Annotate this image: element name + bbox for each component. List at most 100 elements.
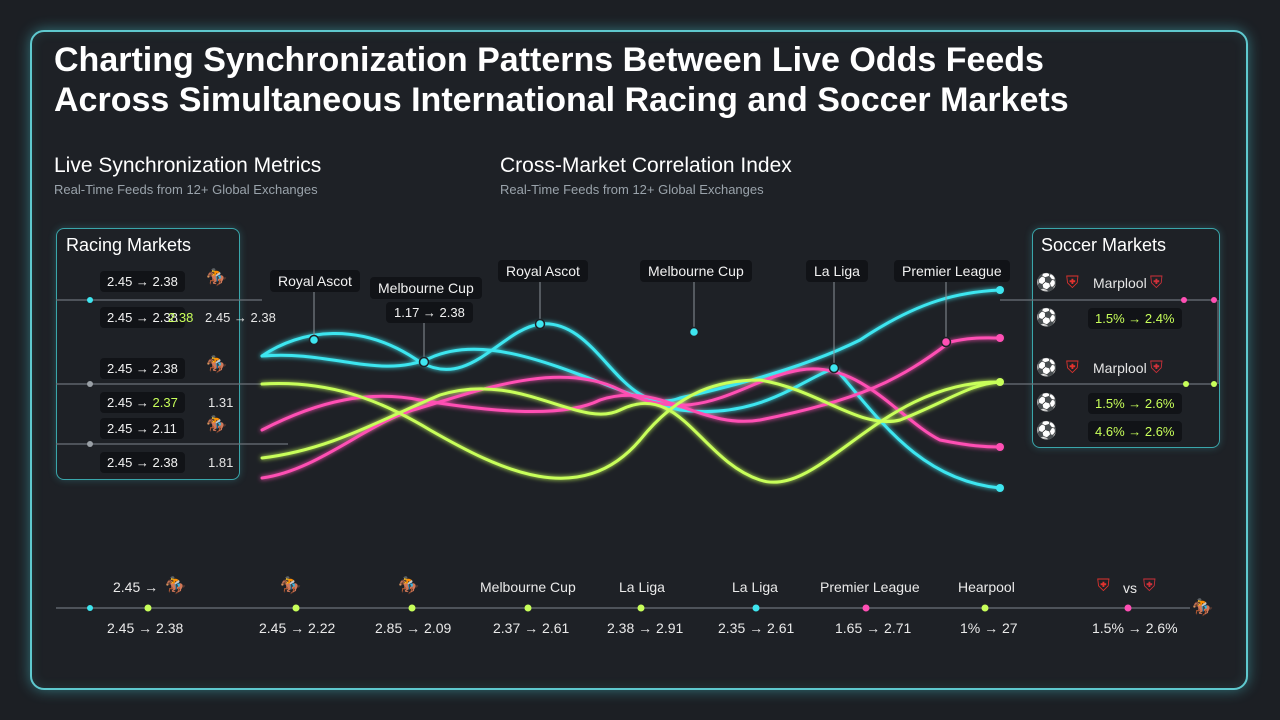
timeline-dot [87,605,93,611]
racing-row-5-odds: 2.45 → 2.11 [100,418,184,439]
guide-dot [87,441,93,447]
series-line [260,378,1002,480]
point-label: Royal Ascot [498,260,588,282]
callout-point [308,334,320,346]
timeline-dot [752,604,760,612]
timeline-value: 2.45 → 2.22 [259,620,336,636]
timeline-label: La Liga [732,579,778,595]
right-section-title: Cross-Market Correlation Index [500,154,792,177]
callout-point [940,336,952,348]
callout-point [828,362,840,374]
guide-dot [87,381,93,387]
timeline-value: 2.45 → 2.38 [107,620,184,636]
timeline-label: 2.45 → [113,579,159,595]
callout-point [688,326,700,338]
horse-icon: 🏇 [206,355,228,374]
timeline-label: Melbourne Cup [480,579,576,595]
timeline-value: 2.35 → 2.61 [718,620,795,636]
racing-row-6-odds: 2.45 → 2.38 [100,452,185,473]
horse-icon: 🏇 [1192,598,1214,617]
main-frame [30,30,1248,690]
club-crest-icon: ⛨ [1097,576,1110,595]
club-crest-icon: ⛨ [1066,273,1079,292]
timeline-dot [292,604,300,612]
soccer-row-5-value: 4.6% → 2.6% [1088,421,1182,442]
timeline-dot [981,604,989,612]
ball-icon: ⚽ [1036,308,1058,327]
club-crest-icon: ⛨ [1150,273,1163,292]
callout-point [534,318,546,330]
soccer-row-3-team: Marplool [1093,360,1147,376]
racing-row-2-odds: 2.45 → 2.38 [100,307,185,328]
series-end-point [996,334,1004,342]
series-line [260,380,1002,484]
guide-dot [1181,297,1187,303]
timeline-label: vs [1123,580,1137,596]
series-line [260,288,1002,403]
point-label: Royal Ascot [270,270,360,292]
ball-icon: ⚽ [1036,358,1058,377]
right-section-subtitle: Real-Time Feeds from 12+ Global Exchange… [500,182,764,197]
series-end-point [996,443,1004,451]
series-end-point [996,378,1004,386]
series-end-point [996,286,1004,294]
soccer-row-4-value: 1.5% → 2.6% [1088,393,1182,414]
left-section-title: Live Synchronization Metrics [54,154,322,177]
club-crest-icon: ⛨ [1150,358,1163,377]
series-end-point [996,484,1004,492]
racing-panel-title: Racing Markets [66,235,192,255]
timeline-value: 1.5% → 2.6% [1092,620,1178,636]
timeline-dot [408,604,416,612]
page-title: Charting Synchronization Patterns Betwee… [54,41,1069,119]
timeline-dot [637,604,645,612]
soccer-row-1-team: Marplool [1093,275,1147,291]
racing-row-2-green: 2.38 [168,310,194,325]
horse-icon: 🏇 [280,576,302,595]
club-crest-icon: ⛨ [1066,358,1079,377]
timeline-value: 2.85 → 2.09 [375,620,452,636]
series-line [260,336,1002,432]
timeline-value: 1.65 → 2.71 [835,620,912,636]
racing-row-6-extra: 1.81 [208,455,234,470]
timeline-dot [144,604,152,612]
guide-dot [1211,297,1217,303]
soccer-panel-title: Soccer Markets [1041,235,1167,255]
point-label: Premier League [894,260,1010,282]
timeline-label: Premier League [820,579,920,595]
racing-row-2-extra: 2.45 → 2.38 [205,310,276,325]
horse-icon: 🏇 [206,415,228,434]
horse-icon: 🏇 [206,268,228,287]
timeline-dot [524,604,532,612]
point-label: Melbourne Cup [370,277,482,299]
point-label-value: 1.17 → 2.38 [386,302,473,323]
soccer-row-2-value: 1.5% → 2.4% [1088,308,1182,329]
callout-point [418,356,430,368]
point-label: Melbourne Cup [640,260,752,282]
racing-row-4-extra: 1.31 [208,395,234,410]
horse-icon: 🏇 [398,576,420,595]
timeline-label: Hearpool [958,579,1015,595]
guide-dot [1183,381,1189,387]
timeline-value: 1% → 27 [960,620,1018,636]
racing-markets-panel [56,228,240,480]
racing-row-4-odds: 2.45 → 2.37 [100,392,185,413]
racing-row-3-odds: 2.45 → 2.38 [100,358,185,379]
ball-icon: ⚽ [1036,393,1058,412]
timeline-dot [1124,604,1132,612]
ball-icon: ⚽ [1036,273,1058,292]
club-crest-icon: ⛨ [1143,576,1156,595]
timeline-value: 2.37 → 2.61 [493,620,570,636]
timeline-label: La Liga [619,579,665,595]
soccer-markets-panel [1032,228,1220,448]
guide-dot [1211,381,1217,387]
horse-icon: 🏇 [165,576,187,595]
timeline-dot [862,604,870,612]
guide-dot [87,297,93,303]
racing-row-1-odds: 2.45 → 2.38 [100,271,185,292]
left-section-subtitle: Real-Time Feeds from 12+ Global Exchange… [54,182,318,197]
series-line [260,347,1002,490]
ball-icon: ⚽ [1036,421,1058,440]
point-label: La Liga [806,260,868,282]
timeline-value: 2.38 → 2.91 [607,620,684,636]
